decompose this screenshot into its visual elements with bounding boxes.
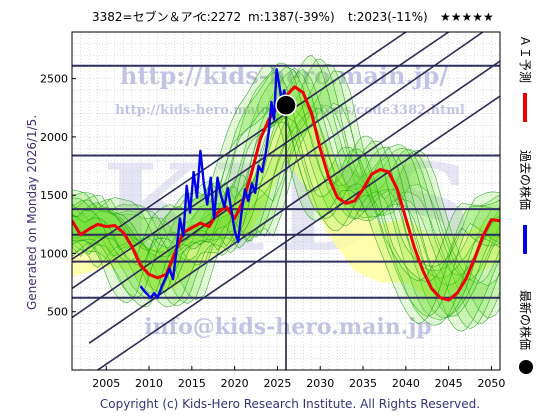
x-tick-label: 2025	[263, 377, 291, 390]
y-tick-label: 1500	[40, 189, 68, 202]
past-series-line	[139, 68, 288, 299]
x-tick-label: 2010	[135, 377, 163, 390]
watermark-email: info@kids-hero.main.jp	[144, 314, 431, 340]
x-tick-label: 2005	[92, 377, 120, 390]
min-price: m:1387(-39%)	[248, 10, 335, 24]
trend-line	[72, 32, 407, 260]
legend-latest-marker	[519, 360, 533, 374]
trend-line	[97, 95, 500, 370]
y-tick-label: 2000	[40, 131, 68, 144]
legend: ＡＩ予測 過去の株価 最新の株価	[518, 35, 533, 374]
plot-frame	[71, 31, 501, 371]
trend-line	[72, 32, 484, 319]
x-tick-label: 2040	[392, 377, 420, 390]
x-tick-label: 2030	[306, 377, 334, 390]
x-tick-label: 2015	[178, 377, 206, 390]
target-price: t:2023(-11%)	[348, 10, 428, 24]
generated-date-label: Generated on Monday 2026/1/5.	[25, 115, 39, 310]
plot-area: KIDS http://kids-hero.main.jp/ http://ki…	[40, 31, 505, 390]
tick-layer: 2005 2010 2015 2020 2025 2030 2035 2040 2045 2050…	[40, 73, 505, 390]
y-tick-label: 1000	[40, 247, 68, 260]
yellow-envelope	[72, 96, 500, 301]
copyright-text: Copyright (c) Kids-Hero Research Institu…	[100, 397, 480, 411]
latest-price-marker	[275, 94, 297, 116]
rating-stars: ★★★★★	[440, 10, 494, 24]
y-tick-label: 500	[47, 306, 68, 319]
legend-past-label: 過去の株価	[518, 150, 533, 210]
series-layer	[72, 68, 500, 302]
x-tick-label: 2020	[221, 377, 249, 390]
y-tick-label: 2500	[40, 73, 68, 86]
x-tick-label: 2045	[435, 377, 463, 390]
trend-layer	[72, 32, 500, 370]
green-forecast-band	[72, 69, 500, 317]
x-tick-label: 2035	[349, 377, 377, 390]
legend-latest-label: 最新の株価	[518, 290, 533, 350]
green-forecast-band	[72, 64, 500, 325]
ticker-title: 3382=セブン＆アイ	[92, 9, 204, 24]
trend-line	[72, 32, 450, 290]
current-price: c:2272	[200, 10, 241, 24]
legend-forecast-label: ＡＩ予測	[518, 35, 532, 83]
x-tick-label: 2050	[477, 377, 505, 390]
